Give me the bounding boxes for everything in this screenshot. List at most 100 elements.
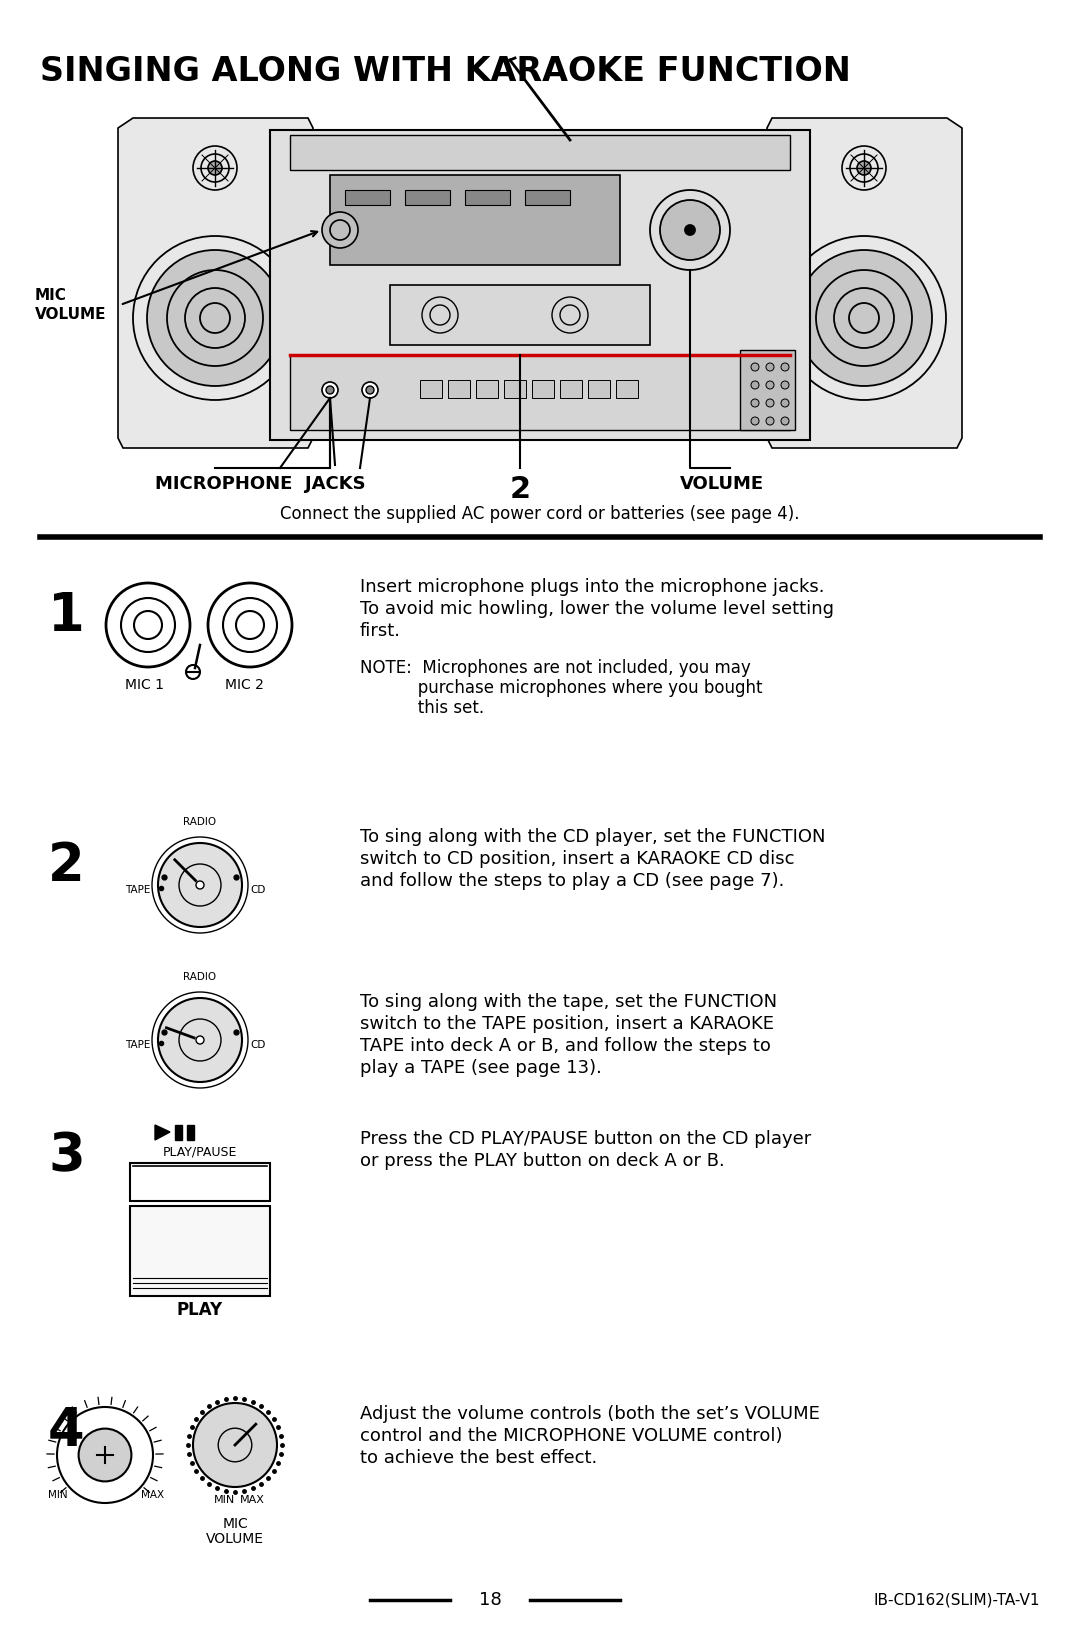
Text: this set.: this set. [360, 699, 484, 717]
Text: purchase microphones where you bought: purchase microphones where you bought [360, 679, 762, 697]
Text: RADIO: RADIO [184, 817, 217, 827]
Text: MAX: MAX [240, 1494, 265, 1504]
Text: Adjust the volume controls (both the set’s VOLUME: Adjust the volume controls (both the set… [360, 1406, 820, 1424]
Circle shape [326, 386, 334, 395]
Text: Insert microphone plugs into the microphone jacks.: Insert microphone plugs into the microph… [360, 579, 824, 597]
Circle shape [330, 220, 350, 240]
Bar [561, 380, 582, 398]
Text: MIC
VOLUME: MIC VOLUME [35, 288, 107, 322]
Text: MICROPHONE  JACKS: MICROPHONE JACKS [156, 475, 366, 493]
Text: TAPE into deck A or B, and follow the steps to: TAPE into deck A or B, and follow the st… [360, 1037, 771, 1055]
Bar [616, 380, 638, 398]
Circle shape [781, 381, 789, 390]
Bar [390, 284, 650, 345]
Text: and follow the steps to play a CD (see page 7).: and follow the steps to play a CD (see p… [360, 871, 784, 889]
Circle shape [751, 399, 759, 408]
Bar [130, 1207, 270, 1295]
Bar [448, 380, 470, 398]
Text: first.: first. [360, 621, 401, 640]
Text: 18: 18 [478, 1591, 501, 1609]
Text: to achieve the best effect.: to achieve the best effect. [360, 1448, 597, 1466]
Circle shape [781, 418, 789, 426]
Text: VOLUME: VOLUME [206, 1532, 264, 1545]
Polygon shape [118, 118, 313, 449]
Circle shape [158, 843, 242, 927]
Circle shape [660, 201, 720, 260]
Circle shape [322, 381, 338, 398]
Text: PLAY/PAUSE: PLAY/PAUSE [163, 1144, 238, 1157]
Circle shape [751, 381, 759, 390]
Bar [525, 191, 570, 206]
Bar [588, 380, 610, 398]
Circle shape [781, 363, 789, 372]
Bar [532, 380, 554, 398]
Bar [291, 355, 789, 431]
Polygon shape [156, 1124, 170, 1139]
Text: MIC 1: MIC 1 [125, 677, 164, 692]
Text: 3: 3 [48, 1129, 84, 1182]
Bar [345, 191, 390, 206]
Text: TAPE: TAPE [124, 884, 150, 894]
Text: VOLUME: VOLUME [680, 475, 765, 493]
Circle shape [362, 381, 378, 398]
Circle shape [751, 418, 759, 426]
Text: 2: 2 [510, 475, 530, 505]
Bar [465, 191, 510, 206]
Text: MIN: MIN [48, 1489, 67, 1499]
Text: or press the PLAY button on deck A or B.: or press the PLAY button on deck A or B. [360, 1152, 725, 1171]
Text: switch to the TAPE position, insert a KARAOKE: switch to the TAPE position, insert a KA… [360, 1014, 774, 1032]
Bar [476, 380, 498, 398]
Text: MAX: MAX [140, 1489, 164, 1499]
Bar [330, 174, 620, 265]
Text: MIN: MIN [214, 1494, 235, 1504]
Circle shape [766, 418, 774, 426]
Circle shape [781, 399, 789, 408]
Circle shape [766, 399, 774, 408]
Text: NOTE:  Microphones are not included, you may: NOTE: Microphones are not included, you … [360, 659, 751, 677]
Circle shape [147, 250, 283, 386]
Text: To avoid mic howling, lower the volume level setting: To avoid mic howling, lower the volume l… [360, 600, 834, 618]
Circle shape [858, 161, 870, 174]
Circle shape [195, 1036, 204, 1044]
Circle shape [766, 381, 774, 390]
Circle shape [208, 161, 222, 174]
Text: RADIO: RADIO [184, 972, 217, 981]
Text: To sing along with the CD player, set the FUNCTION: To sing along with the CD player, set th… [360, 829, 825, 847]
Polygon shape [767, 118, 962, 449]
Circle shape [685, 225, 696, 235]
Bar [504, 380, 526, 398]
Text: 1: 1 [48, 590, 84, 643]
Bar [405, 191, 450, 206]
Text: MIC: MIC [222, 1517, 248, 1531]
Bar [291, 135, 789, 169]
Bar [270, 130, 810, 441]
Bar [130, 1162, 270, 1202]
Text: To sing along with the tape, set the FUNCTION: To sing along with the tape, set the FUN… [360, 993, 778, 1011]
Text: 2: 2 [48, 840, 84, 893]
Text: CD: CD [249, 884, 266, 894]
Text: MIC 2: MIC 2 [225, 677, 264, 692]
Bar [740, 350, 795, 431]
Circle shape [193, 1402, 276, 1488]
Text: TAPE: TAPE [124, 1041, 150, 1051]
Text: SINGING ALONG WITH KARAOKE FUNCTION: SINGING ALONG WITH KARAOKE FUNCTION [40, 54, 851, 89]
Text: control and the MICROPHONE VOLUME control): control and the MICROPHONE VOLUME contro… [360, 1427, 783, 1445]
Circle shape [158, 998, 242, 1082]
Text: IB-CD162(SLIM)-TA-V1: IB-CD162(SLIM)-TA-V1 [874, 1593, 1040, 1608]
Text: switch to CD position, insert a KARAOKE CD disc: switch to CD position, insert a KARAOKE … [360, 850, 795, 868]
Bar [420, 380, 442, 398]
Circle shape [751, 363, 759, 372]
Text: CD: CD [249, 1041, 266, 1051]
Circle shape [195, 881, 204, 889]
Text: PLAY: PLAY [177, 1300, 224, 1318]
Circle shape [796, 250, 932, 386]
Text: play a TAPE (see page 13).: play a TAPE (see page 13). [360, 1059, 602, 1077]
Circle shape [366, 386, 374, 395]
Circle shape [79, 1429, 132, 1481]
Circle shape [766, 363, 774, 372]
Text: Press the CD PLAY/PAUSE button on the CD player: Press the CD PLAY/PAUSE button on the CD… [360, 1129, 811, 1148]
Text: 4: 4 [48, 1406, 84, 1457]
Circle shape [322, 212, 357, 248]
Bar [187, 1124, 194, 1139]
Text: Connect the supplied AC power cord or batteries (see page 4).: Connect the supplied AC power cord or ba… [280, 505, 800, 523]
